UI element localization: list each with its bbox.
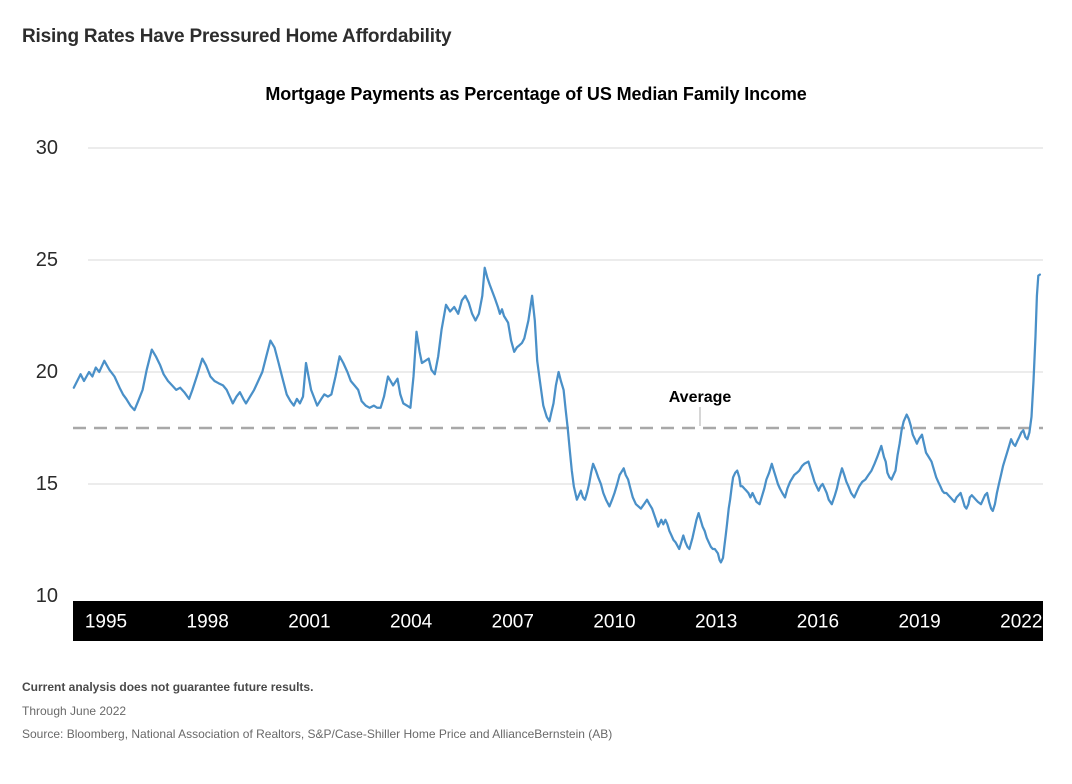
x-axis-band (73, 601, 1043, 641)
x-tick-label: 2022 (1000, 612, 1042, 633)
y-tick-label: 25 (36, 249, 58, 271)
x-tick-label: 2010 (593, 612, 635, 633)
x-tick-label: 2019 (898, 612, 940, 633)
y-tick-label: 30 (36, 137, 58, 159)
chart-title: Mortgage Payments as Percentage of US Me… (265, 84, 807, 104)
y-tick-label: 15 (36, 473, 58, 495)
x-tick-label: 2007 (492, 612, 534, 633)
x-tick-label: 2016 (797, 612, 839, 633)
disclaimer-text: Current analysis does not guarantee futu… (22, 680, 314, 694)
x-tick-label: 2013 (695, 612, 737, 633)
y-tick-label: 20 (36, 361, 58, 383)
x-tick-label: 1995 (85, 612, 127, 633)
x-tick-label: 2004 (390, 612, 433, 633)
x-tick-label: 1998 (187, 612, 229, 633)
average-label: Average (669, 389, 732, 406)
as-of-text: Through June 2022 (22, 704, 127, 718)
x-tick-label: 2001 (288, 612, 330, 633)
data-line (72, 266, 1042, 564)
footnotes: Current analysis does not guarantee futu… (22, 680, 1052, 741)
y-tick-label: 10 (36, 585, 58, 607)
source-text: Source: Bloomberg, National Association … (22, 727, 613, 741)
page-title: Rising Rates Have Pressured Home Afforda… (22, 26, 452, 47)
